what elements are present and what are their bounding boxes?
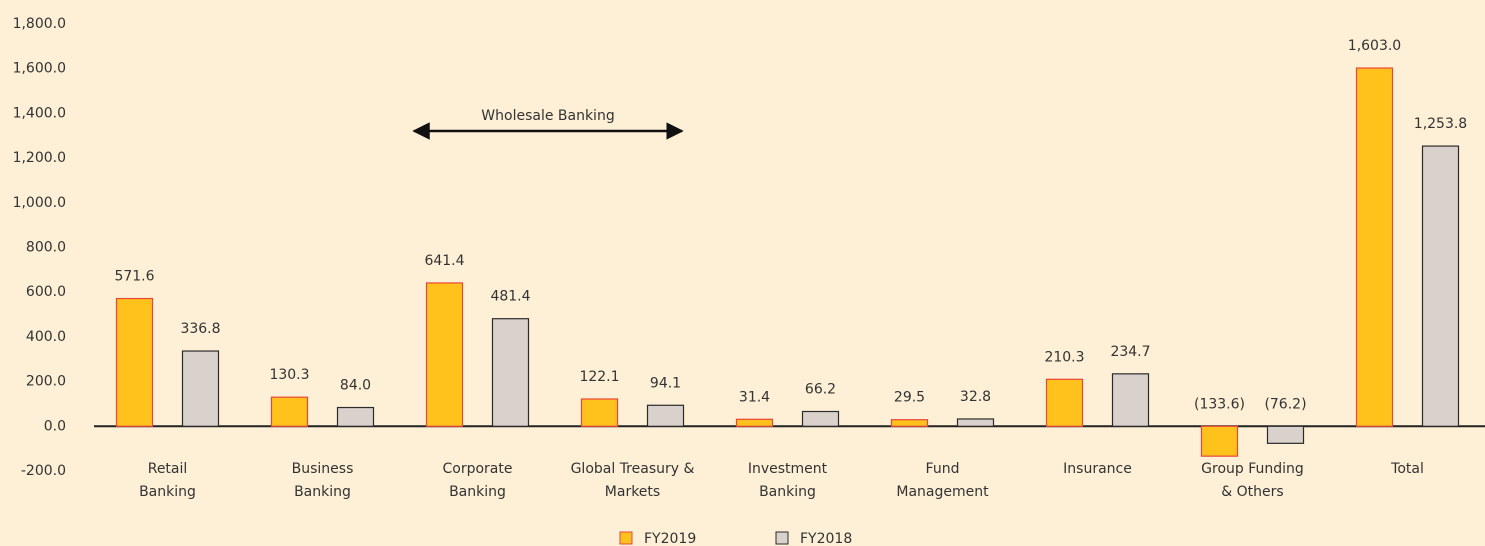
x-tick-label: Corporate bbox=[443, 461, 513, 477]
y-tick-label: 400.0 bbox=[26, 329, 66, 345]
value-label: (76.2) bbox=[1264, 396, 1306, 412]
value-label: 1,603.0 bbox=[1348, 38, 1401, 54]
x-tick-label: Banking bbox=[759, 484, 816, 500]
y-tick-label: 1,400.0 bbox=[13, 105, 66, 121]
value-label: 122.1 bbox=[579, 369, 619, 385]
x-tick-label: Banking bbox=[139, 484, 196, 500]
y-tick-label: 1,000.0 bbox=[13, 195, 66, 211]
legend-label: FY2018 bbox=[800, 531, 852, 546]
value-label: 234.7 bbox=[1110, 344, 1150, 360]
value-label: 66.2 bbox=[805, 382, 836, 398]
y-tick-label: 1,200.0 bbox=[13, 150, 66, 166]
bar bbox=[336, 406, 375, 427]
x-tick-label: Management bbox=[896, 484, 989, 500]
bar bbox=[1045, 378, 1084, 427]
x-tick-label: Retail bbox=[148, 461, 188, 477]
y-tick-label: -200.0 bbox=[21, 463, 66, 479]
bar bbox=[646, 404, 685, 427]
bar bbox=[801, 410, 840, 427]
value-label: 1,253.8 bbox=[1414, 116, 1467, 132]
value-label: 336.8 bbox=[180, 321, 220, 337]
y-tick-label: 200.0 bbox=[26, 374, 66, 390]
x-tick-label: Group Funding bbox=[1201, 461, 1304, 477]
x-tick-label: Total bbox=[1390, 461, 1424, 477]
value-label: 641.4 bbox=[424, 253, 464, 269]
bar bbox=[956, 418, 995, 427]
x-tick-label: Fund bbox=[926, 461, 960, 477]
bar bbox=[580, 398, 619, 427]
value-label: 29.5 bbox=[894, 390, 925, 406]
legend-label: FY2019 bbox=[644, 531, 696, 546]
bar bbox=[491, 318, 530, 427]
value-label: 481.4 bbox=[490, 289, 530, 305]
bar bbox=[890, 419, 929, 427]
bar bbox=[270, 396, 309, 427]
bar bbox=[1200, 425, 1239, 457]
x-tick-label: Markets bbox=[605, 484, 660, 500]
bar bbox=[1355, 67, 1394, 427]
bar bbox=[1421, 145, 1460, 427]
annotation: Wholesale Banking bbox=[481, 108, 614, 124]
value-label: (133.6) bbox=[1194, 396, 1245, 412]
bar bbox=[735, 418, 774, 427]
value-label: 94.1 bbox=[650, 375, 681, 391]
y-tick-label: 800.0 bbox=[26, 240, 66, 256]
value-label: 32.8 bbox=[960, 389, 991, 405]
bar bbox=[425, 282, 464, 427]
legend-swatch bbox=[619, 531, 633, 545]
x-tick-label: Investment bbox=[748, 461, 828, 477]
legend-swatch bbox=[775, 531, 789, 545]
value-label: 210.3 bbox=[1044, 349, 1084, 365]
bar bbox=[1266, 425, 1305, 444]
bar bbox=[1111, 373, 1150, 427]
y-tick-label: 600.0 bbox=[26, 284, 66, 300]
x-tick-label: Insurance bbox=[1063, 461, 1132, 477]
x-tick-label: & Others bbox=[1221, 484, 1283, 500]
x-tick-label: Banking bbox=[294, 484, 351, 500]
bar bbox=[115, 297, 154, 427]
value-label: 31.4 bbox=[739, 389, 770, 405]
y-tick-label: 0.0 bbox=[44, 418, 66, 434]
value-label: 84.0 bbox=[340, 378, 371, 394]
x-tick-label: Banking bbox=[449, 484, 506, 500]
y-tick-label: 1,800.0 bbox=[13, 16, 66, 32]
value-label: 571.6 bbox=[114, 269, 154, 285]
y-tick-label: 1,600.0 bbox=[13, 61, 66, 77]
value-label: 130.3 bbox=[269, 367, 309, 383]
x-tick-label: Business bbox=[292, 461, 354, 477]
bar bbox=[181, 350, 220, 427]
x-tick-label: Global Treasury & bbox=[571, 461, 695, 477]
